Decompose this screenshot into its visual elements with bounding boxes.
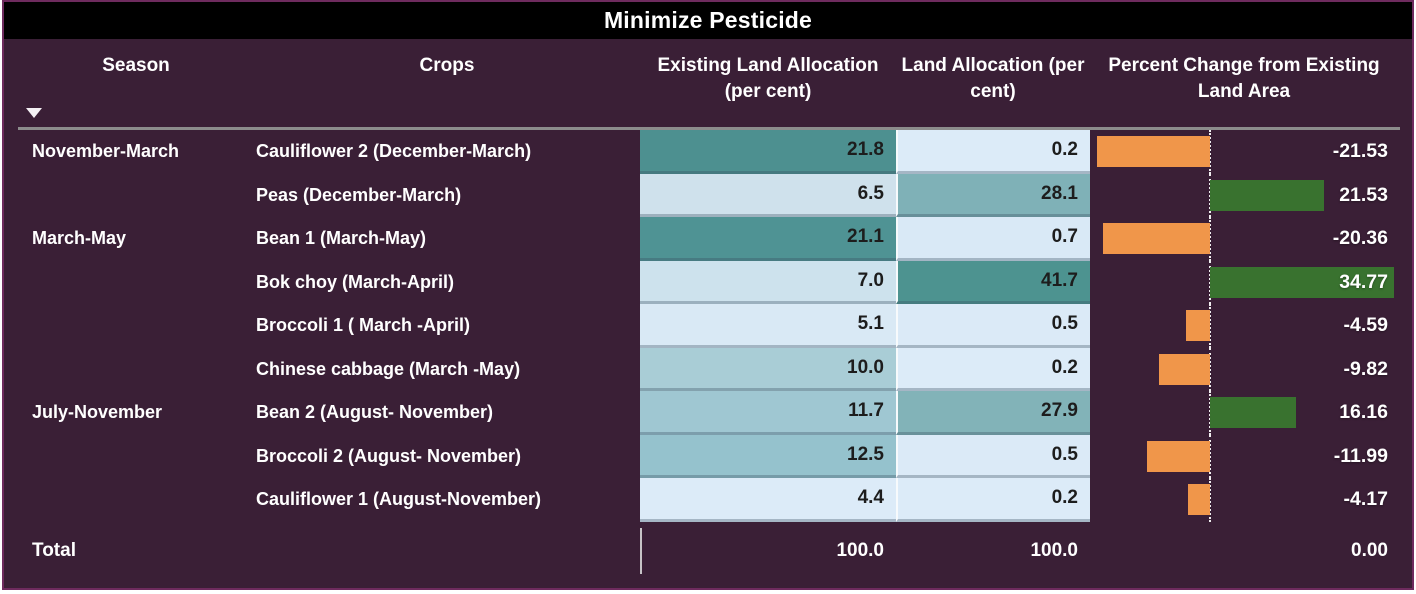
percent-change-cell: -9.82 [1090, 347, 1398, 392]
percent-change-cell: -4.59 [1090, 304, 1398, 348]
crop-cell: Broccoli 1 ( March -April) [256, 315, 471, 336]
table-row[interactable]: Broccoli 2 (August- November) 12.5 0.5 -… [4, 434, 1412, 479]
existing-allocation-cell: 10.0 [640, 347, 896, 391]
existing-allocation-cell: 21.8 [640, 130, 896, 174]
existing-allocation-cell: 12.5 [640, 434, 896, 478]
percent-change-cell: 21.53 [1090, 173, 1398, 218]
existing-allocation-cell: 7.0 [640, 260, 896, 304]
land-allocation-cell: 0.2 [896, 130, 1090, 174]
table-row[interactable]: March-May Bean 1 (March-May) 21.1 0.7 -2… [4, 217, 1412, 261]
percent-change-bar[interactable] [1210, 397, 1296, 428]
existing-allocation-cell: 4.4 [640, 478, 896, 522]
total-row[interactable]: Total 100.0 100.0 0.00 [4, 527, 1412, 574]
column-header-land-allocation[interactable]: Land Allocation (per cent) [901, 55, 1085, 103]
percent-change-value: -11.99 [1333, 444, 1388, 467]
crop-cell: Chinese cabbage (March -May) [256, 358, 521, 379]
column-header-crops[interactable]: Crops [419, 55, 475, 76]
percent-change-value: -20.36 [1332, 227, 1388, 250]
total-label: Total [32, 539, 76, 561]
percent-change-bar[interactable] [1102, 223, 1211, 254]
existing-allocation-cell: 11.7 [640, 391, 896, 435]
percent-change-value: -4.59 [1343, 314, 1388, 337]
table-header: Season Crops Existing Land Allocation (p… [4, 39, 1412, 127]
crop-cell: Broccoli 2 (August- November) [256, 445, 522, 466]
season-cell [18, 261, 254, 305]
percent-change-value: -9.82 [1343, 357, 1388, 380]
season-cell: July-November [32, 402, 163, 423]
header-divider [18, 127, 1400, 130]
crop-cell: Bean 2 (August- November) [256, 402, 494, 423]
land-allocation-cell: 27.9 [896, 391, 1090, 435]
table-row[interactable]: Bok choy (March-April) 7.0 41.7 34.77 [4, 260, 1412, 305]
season-cell [18, 435, 254, 479]
crop-cell: Bean 1 (March-May) [256, 228, 427, 249]
percent-change-bar[interactable] [1186, 310, 1211, 341]
existing-allocation-cell: 6.5 [640, 173, 896, 217]
column-header-existing-land-allocation[interactable]: Existing Land Allocation (per cent) [657, 55, 879, 103]
land-allocation-cell: 0.5 [896, 434, 1090, 478]
column-header-percent-change[interactable]: Percent Change from Existing Land Area [1108, 55, 1380, 103]
visual-title-bar: Minimize Pesticide [4, 2, 1412, 39]
percent-change-bar[interactable] [1210, 179, 1325, 211]
season-cell [18, 478, 254, 522]
season-cell [18, 304, 254, 348]
percent-change-value: -4.17 [1343, 488, 1388, 511]
percent-change-cell: -11.99 [1090, 434, 1398, 479]
table-row[interactable]: Broccoli 1 ( March -April) 5.1 0.5 -4.59 [4, 304, 1412, 348]
percent-change-value: 16.16 [1339, 401, 1388, 424]
percent-change-bar[interactable] [1147, 440, 1211, 472]
total-percent-change: 0.00 [1351, 539, 1388, 561]
table-row[interactable]: Chinese cabbage (March -May) 10.0 0.2 -9… [4, 347, 1412, 392]
percent-change-cell: -21.53 [1090, 130, 1398, 174]
percent-change-bar[interactable] [1210, 266, 1394, 298]
land-allocation-cell: 0.7 [896, 217, 1090, 261]
percent-change-bar[interactable] [1096, 136, 1211, 167]
season-cell [18, 174, 254, 218]
crop-cell: Cauliflower 1 (August-November) [256, 489, 542, 510]
table-body: November-March Cauliflower 2 (December-M… [4, 130, 1412, 522]
sort-descending-triangle-icon[interactable] [26, 108, 42, 118]
percent-change-value: 34.77 [1339, 270, 1388, 293]
column-header-season[interactable]: Season [102, 55, 170, 76]
percent-change-bar[interactable] [1188, 484, 1211, 515]
total-existing-allocation: 100.0 [640, 527, 896, 574]
table-row[interactable]: November-March Cauliflower 2 (December-M… [4, 130, 1412, 174]
season-cell [18, 348, 254, 392]
visual-title: Minimize Pesticide [603, 7, 813, 33]
existing-allocation-cell: 5.1 [640, 304, 896, 348]
season-cell: November-March [32, 141, 180, 162]
total-land-allocation: 100.0 [1030, 539, 1078, 561]
table-row[interactable]: Cauliflower 1 (August-November) 4.4 0.2 … [4, 478, 1412, 522]
crop-cell: Cauliflower 2 (December-March) [256, 141, 532, 162]
percent-change-value: 21.53 [1339, 183, 1388, 206]
season-cell: March-May [32, 228, 127, 249]
percent-change-cell: 34.77 [1090, 260, 1398, 305]
existing-allocation-cell: 21.1 [640, 217, 896, 261]
crop-cell: Peas (December-March) [256, 184, 462, 205]
percent-change-cell: -20.36 [1090, 217, 1398, 261]
land-allocation-cell: 41.7 [896, 260, 1090, 304]
land-allocation-cell: 0.2 [896, 347, 1090, 391]
percent-change-value: -21.53 [1332, 140, 1388, 163]
land-allocation-cell: 0.2 [896, 478, 1090, 522]
percent-change-cell: -4.17 [1090, 478, 1398, 522]
crop-cell: Bok choy (March-April) [256, 271, 455, 292]
table-row[interactable]: Peas (December-March) 6.5 28.1 21.53 [4, 173, 1412, 218]
table-row[interactable]: July-November Bean 2 (August- November) … [4, 391, 1412, 435]
total-crops-cell [254, 528, 640, 574]
land-allocation-cell: 28.1 [896, 173, 1090, 217]
land-allocation-cell: 0.5 [896, 304, 1090, 348]
percent-change-bar[interactable] [1158, 353, 1211, 385]
percent-change-cell: 16.16 [1090, 391, 1398, 435]
